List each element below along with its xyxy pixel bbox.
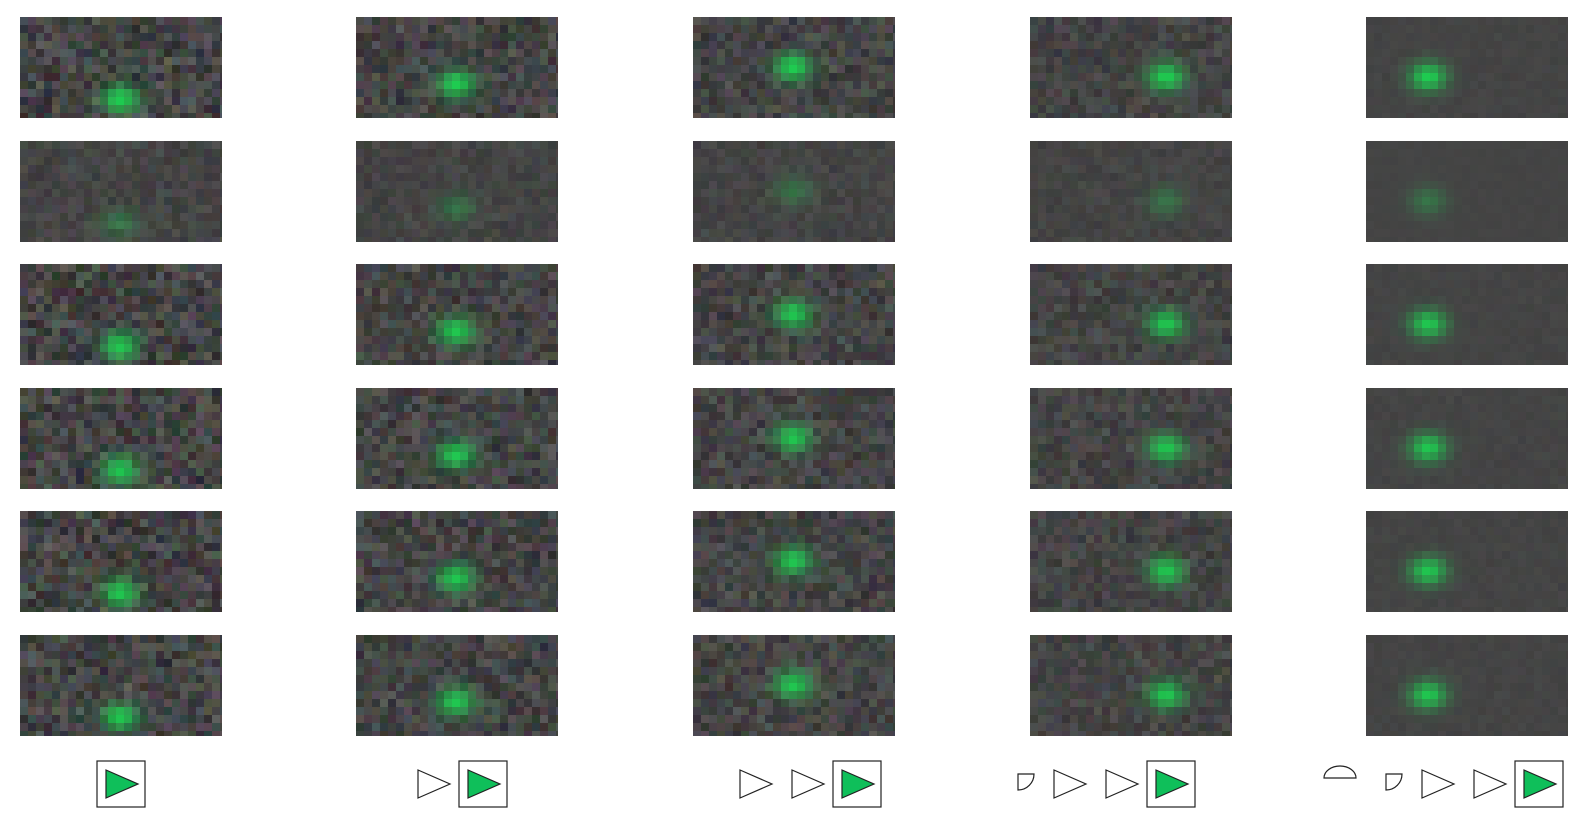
pixel-tile <box>1366 141 1568 242</box>
shape-sequence <box>1306 760 1566 808</box>
pixel-tile <box>20 264 222 365</box>
pixel-tile <box>693 141 895 242</box>
shape-sequence <box>728 760 884 808</box>
pixel-tile <box>356 511 558 612</box>
pixel-tile <box>356 635 558 736</box>
pixel-tile <box>20 388 222 489</box>
shape-sequence <box>96 760 148 808</box>
pixel-tile <box>356 141 558 242</box>
pixel-tile <box>1366 511 1568 612</box>
quarter-shape-icon <box>1385 773 1403 791</box>
triangle-icon-selected <box>1514 760 1564 808</box>
triangle-icon-selected <box>96 760 146 808</box>
triangle-icon <box>417 769 452 799</box>
pixel-tile <box>1030 141 1232 242</box>
pixel-tile <box>693 17 895 118</box>
triangle-icon <box>1421 769 1456 799</box>
pixel-tile <box>1030 264 1232 365</box>
pixel-tile <box>1030 17 1232 118</box>
pixel-tile <box>1366 17 1568 118</box>
pixel-tile <box>1030 511 1232 612</box>
shape-sequence <box>990 760 1198 808</box>
pixel-tile <box>1030 388 1232 489</box>
semicircle-icon <box>1323 765 1357 779</box>
pixel-tile <box>20 141 222 242</box>
pixel-tile <box>1366 264 1568 365</box>
pixel-tile <box>693 388 895 489</box>
pixel-tile <box>1366 635 1568 736</box>
pixel-tile <box>20 635 222 736</box>
shape-sequence <box>406 760 510 808</box>
quarter-shape-icon <box>1017 773 1035 791</box>
pixel-tile <box>693 511 895 612</box>
triangle-icon <box>1053 769 1088 799</box>
pixel-tile <box>20 17 222 118</box>
triangle-icon <box>739 769 774 799</box>
triangle-icon <box>1105 769 1140 799</box>
triangle-icon-selected <box>458 760 508 808</box>
triangle-icon <box>791 769 826 799</box>
triangle-icon-selected <box>832 760 882 808</box>
pixel-tile <box>1366 388 1568 489</box>
pixel-tile <box>693 635 895 736</box>
triangle-icon-selected <box>1146 760 1196 808</box>
pixel-tile <box>693 264 895 365</box>
pixel-tile <box>1030 635 1232 736</box>
pixel-tile <box>356 17 558 118</box>
pixel-tile <box>356 388 558 489</box>
pixel-tile <box>356 264 558 365</box>
triangle-icon <box>1473 769 1508 799</box>
pixel-tile <box>20 511 222 612</box>
